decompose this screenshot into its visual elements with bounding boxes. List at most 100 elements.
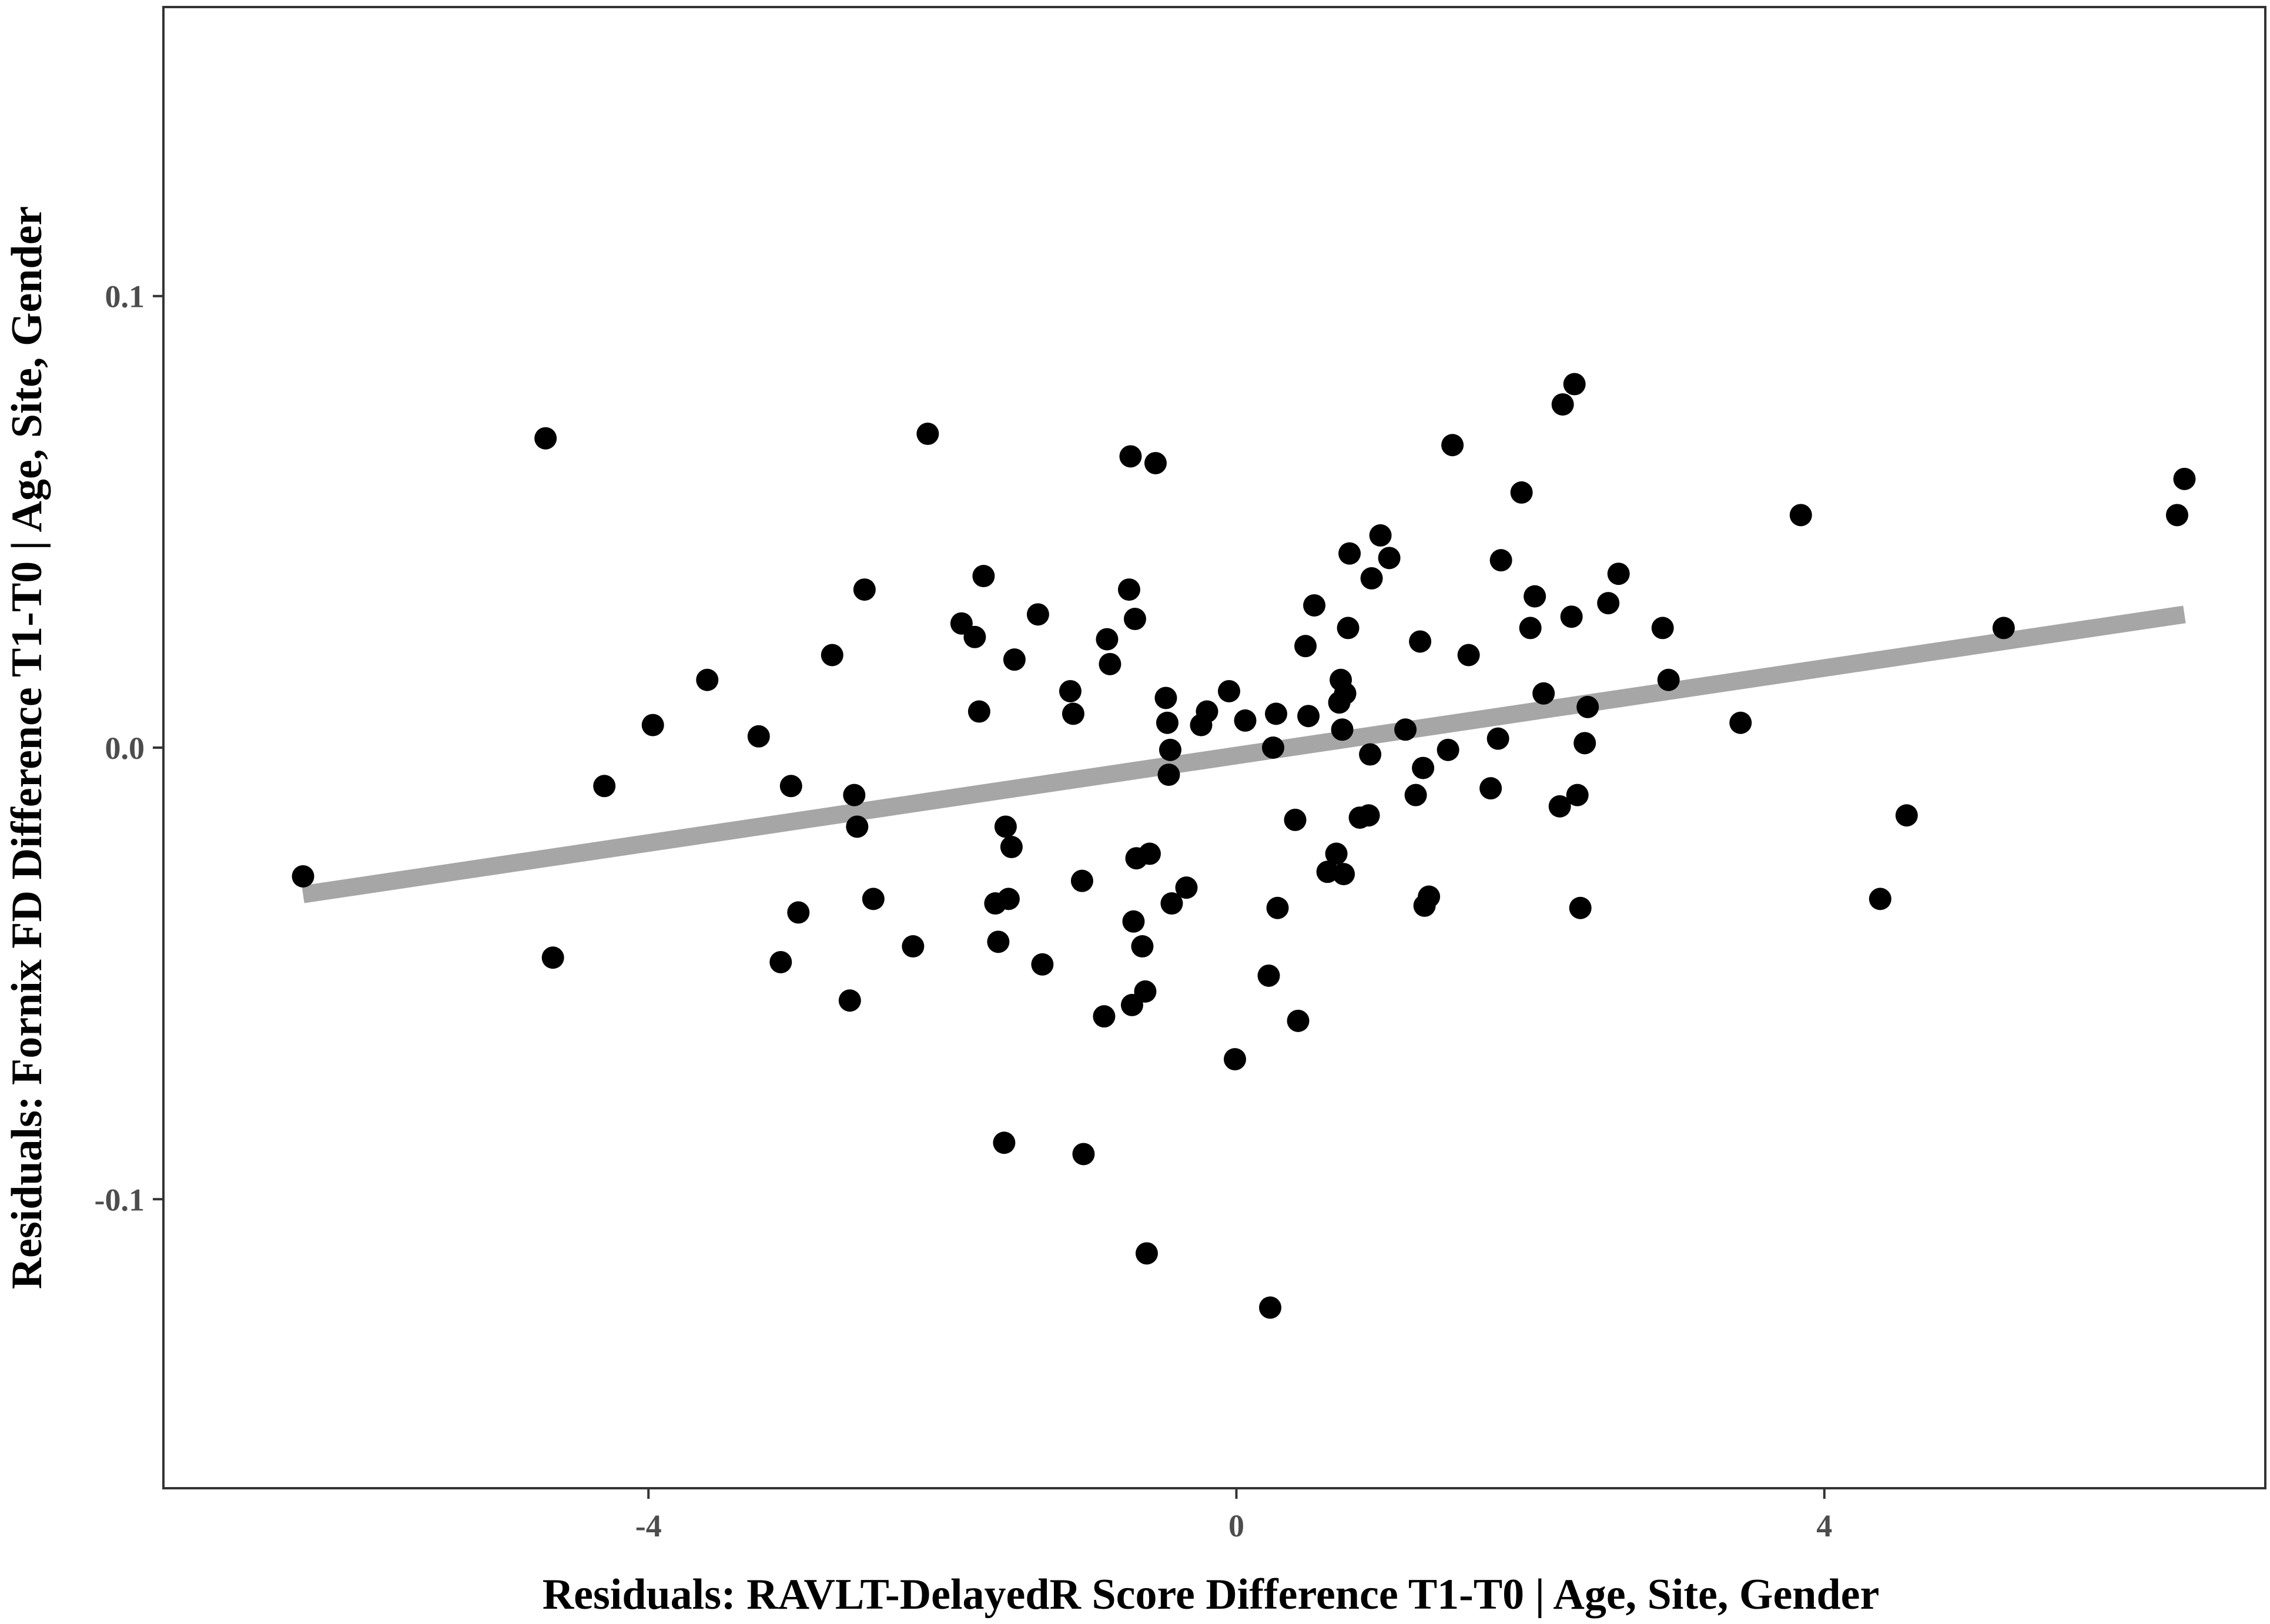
data-point-99 [1519, 617, 1542, 639]
y-axis-title: Residuals: Fornix FD Difference T1-T0 | … [3, 206, 51, 1290]
data-point-87 [1404, 783, 1427, 806]
data-point-61 [1257, 964, 1280, 987]
data-point-102 [1548, 795, 1571, 818]
data-point-14 [846, 815, 869, 838]
data-point-40 [1119, 445, 1142, 468]
data-point-98 [1510, 481, 1533, 504]
data-point-96 [1486, 727, 1509, 750]
data-point-35 [1072, 1143, 1095, 1166]
data-point-13 [843, 783, 866, 806]
data-point-16 [862, 888, 885, 910]
data-point-34 [1070, 869, 1093, 892]
x-tick-label: 4 [1816, 1508, 1832, 1543]
data-point-55 [1175, 876, 1198, 899]
data-point-12 [838, 989, 861, 1012]
data-point-58 [1218, 679, 1241, 702]
data-point-107 [1569, 896, 1592, 919]
data-point-84 [1369, 524, 1392, 547]
data-point-65 [1266, 896, 1289, 919]
data-point-32 [1059, 679, 1082, 702]
data-point-42 [1122, 910, 1145, 933]
x-axis: -4 0 4 [635, 1488, 1832, 1543]
data-point-24 [987, 930, 1010, 953]
data-point-119 [2165, 504, 2188, 527]
data-point-26 [994, 815, 1017, 838]
data-point-8 [769, 950, 792, 973]
data-point-112 [1651, 617, 1674, 639]
data-point-118 [1992, 617, 2015, 639]
data-point-81 [1357, 804, 1380, 827]
data-point-25 [993, 1131, 1016, 1154]
data-point-72 [1325, 842, 1348, 865]
data-point-15 [853, 578, 876, 601]
x-tick-label: -4 [635, 1508, 662, 1543]
data-point-100 [1524, 585, 1546, 608]
data-point-6 [696, 668, 719, 691]
data-point-75 [1331, 718, 1354, 741]
data-point-120 [2173, 467, 2196, 490]
data-point-69 [1297, 705, 1320, 728]
data-point-28 [1000, 836, 1023, 859]
data-point-85 [1378, 547, 1401, 570]
data-point-82 [1359, 743, 1382, 766]
data-point-29 [1003, 648, 1026, 671]
data-point-88 [1409, 630, 1432, 653]
y-axis: 0.1 0.0 -0.1 [95, 279, 163, 1217]
data-point-59 [1224, 1048, 1247, 1071]
data-point-67 [1287, 1009, 1310, 1032]
data-point-1 [292, 865, 314, 888]
data-point-47 [1135, 1242, 1158, 1265]
data-point-62 [1259, 1296, 1282, 1319]
data-point-10 [787, 901, 810, 924]
data-point-2 [534, 427, 557, 450]
y-tick-label: 0.0 [105, 731, 145, 766]
data-point-21 [967, 700, 990, 723]
fit-line-layer [302, 605, 2186, 903]
data-point-11 [821, 644, 843, 667]
data-point-22 [972, 565, 995, 588]
data-point-53 [1159, 738, 1181, 761]
data-point-108 [1573, 732, 1596, 755]
data-point-20 [963, 625, 986, 648]
data-point-70 [1303, 594, 1326, 617]
y-tick-label: -0.1 [95, 1182, 145, 1217]
data-point-104 [1560, 605, 1583, 628]
data-point-46 [1134, 980, 1157, 1003]
data-point-66 [1284, 808, 1307, 831]
data-point-18 [916, 423, 939, 446]
data-point-76 [1332, 863, 1355, 886]
data-point-116 [1869, 888, 1891, 910]
data-point-92 [1437, 738, 1459, 761]
data-point-115 [1789, 504, 1812, 527]
data-point-45 [1131, 935, 1154, 958]
data-point-117 [1895, 804, 1918, 827]
data-point-60 [1234, 709, 1257, 732]
data-point-94 [1457, 644, 1480, 667]
data-point-78 [1337, 617, 1360, 639]
data-point-36 [1093, 1005, 1116, 1028]
data-point-103 [1551, 393, 1574, 416]
data-point-93 [1441, 434, 1464, 457]
x-axis-title: Residuals: RAVLT-DelayedR Score Differen… [543, 1571, 1880, 1619]
points-layer [292, 373, 2196, 1319]
data-point-95 [1479, 777, 1502, 800]
data-point-63 [1262, 736, 1285, 759]
data-point-57 [1196, 700, 1218, 723]
y-tick-label: 0.1 [105, 279, 145, 314]
data-point-51 [1156, 711, 1178, 734]
data-point-110 [1597, 592, 1620, 615]
data-point-39 [1117, 578, 1140, 601]
data-point-7 [747, 725, 770, 748]
data-point-38 [1099, 652, 1121, 675]
fit-line [302, 605, 2186, 903]
panel-background [163, 7, 2265, 1488]
data-point-37 [1096, 628, 1119, 651]
data-point-49 [1144, 451, 1167, 474]
data-point-109 [1576, 695, 1599, 718]
data-point-31 [1031, 953, 1054, 976]
data-point-77 [1334, 682, 1357, 705]
data-point-17 [902, 935, 925, 958]
data-point-79 [1338, 542, 1361, 565]
data-point-101 [1532, 682, 1555, 705]
data-point-50 [1154, 687, 1177, 709]
